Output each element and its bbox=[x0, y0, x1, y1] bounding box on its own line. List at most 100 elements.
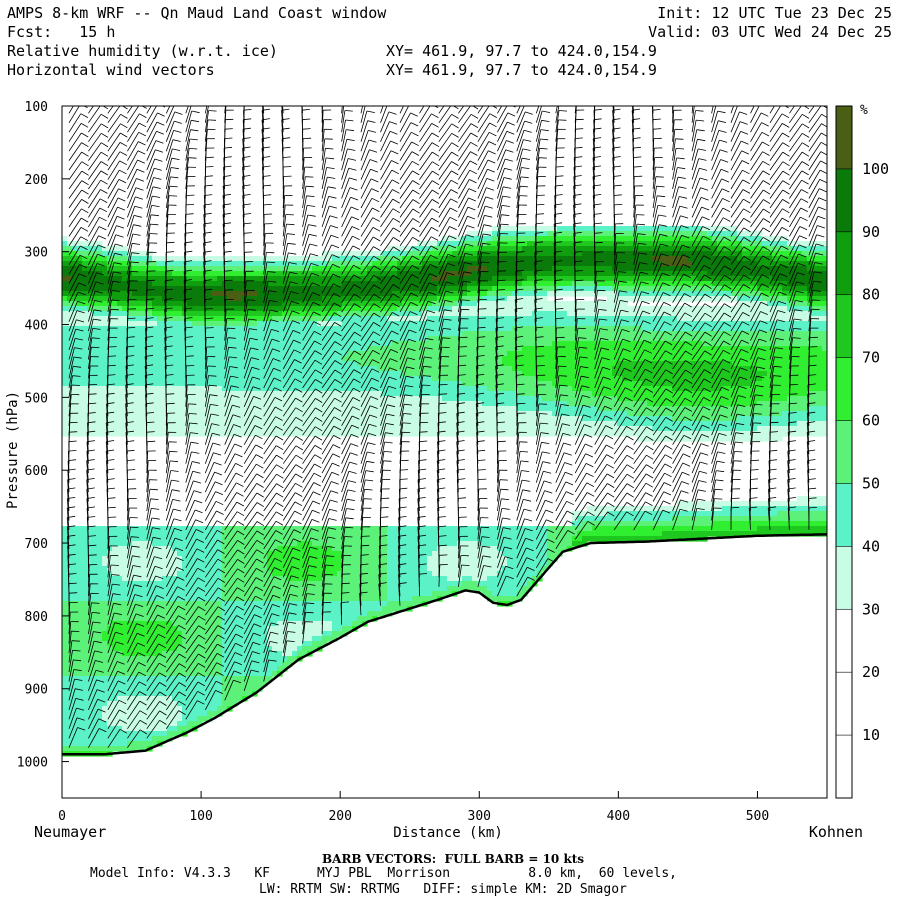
rh-cell bbox=[607, 301, 613, 307]
rh-cell bbox=[362, 331, 368, 337]
rh-cell bbox=[772, 286, 778, 292]
rh-cell bbox=[157, 286, 163, 292]
rh-cell bbox=[392, 271, 398, 277]
rh-cell bbox=[202, 351, 208, 357]
rh-cell bbox=[817, 251, 823, 257]
rh-cell bbox=[312, 286, 318, 292]
rh-cell bbox=[742, 246, 748, 252]
rh-cell bbox=[527, 381, 533, 387]
rh-cell bbox=[132, 401, 138, 407]
rh-cell bbox=[152, 286, 158, 292]
rh-cell bbox=[372, 381, 378, 387]
rh-cell bbox=[562, 321, 568, 327]
rh-cell bbox=[212, 346, 218, 352]
rh-cell bbox=[302, 366, 308, 372]
rh-cell bbox=[187, 271, 193, 277]
rh-cell bbox=[422, 291, 428, 297]
rh-cell bbox=[767, 276, 773, 282]
rh-cell bbox=[822, 271, 827, 277]
rh-cell bbox=[237, 366, 243, 372]
rh-cell bbox=[447, 311, 453, 317]
rh-cell bbox=[587, 371, 593, 377]
rh-cell bbox=[122, 346, 128, 352]
rh-cell bbox=[792, 271, 798, 277]
rh-cell bbox=[312, 306, 318, 312]
rh-cell bbox=[582, 266, 588, 272]
rh-cell bbox=[637, 341, 643, 347]
rh-cell bbox=[152, 266, 158, 272]
rh-cell bbox=[482, 391, 488, 397]
rh-cell bbox=[672, 311, 678, 317]
rh-cell bbox=[467, 256, 473, 262]
rh-cell bbox=[537, 391, 543, 397]
rh-cell bbox=[767, 236, 773, 242]
rh-cell bbox=[747, 351, 753, 357]
rh-cell bbox=[202, 331, 208, 337]
rh-cell bbox=[392, 316, 398, 322]
rh-cell bbox=[777, 256, 783, 262]
rh-cell bbox=[627, 261, 633, 267]
rh-cell bbox=[512, 376, 518, 382]
rh-cell bbox=[397, 286, 403, 292]
rh-cell bbox=[562, 226, 568, 232]
rh-cell bbox=[497, 336, 503, 342]
rh-cell bbox=[167, 291, 173, 297]
rh-cell bbox=[597, 271, 603, 277]
rh-cell bbox=[107, 331, 113, 337]
rh-cell bbox=[352, 401, 358, 407]
rh-cell bbox=[427, 276, 433, 282]
rh-cell bbox=[502, 291, 508, 297]
rh-cell bbox=[802, 346, 808, 352]
rh-cell bbox=[712, 376, 718, 382]
rh-cell bbox=[287, 296, 293, 302]
rh-cell bbox=[602, 391, 608, 397]
rh-cell bbox=[262, 356, 268, 362]
rh-cell bbox=[727, 346, 733, 352]
rh-cell bbox=[752, 261, 758, 267]
rh-cell bbox=[462, 376, 468, 382]
rh-cell bbox=[452, 241, 458, 247]
rh-cell bbox=[222, 386, 228, 392]
rh-cell bbox=[592, 311, 598, 317]
rh-cell bbox=[562, 256, 568, 262]
rh-cell bbox=[772, 341, 778, 347]
rh-cell bbox=[462, 351, 468, 357]
rh-cell bbox=[107, 366, 113, 372]
rh-cell bbox=[447, 301, 453, 307]
rh-cell bbox=[587, 391, 593, 397]
rh-cell bbox=[502, 356, 508, 362]
rh-cell bbox=[412, 356, 418, 362]
rh-cell bbox=[287, 361, 293, 367]
rh-cell bbox=[612, 381, 618, 387]
rh-cell bbox=[367, 391, 373, 397]
rh-cell bbox=[602, 246, 608, 252]
rh-cell bbox=[297, 306, 303, 312]
rh-cell bbox=[72, 316, 78, 322]
rh-cell bbox=[507, 231, 513, 237]
rh-cell bbox=[117, 361, 123, 367]
rh-cell bbox=[532, 231, 538, 237]
rh-cell bbox=[662, 316, 668, 322]
rh-cell bbox=[662, 326, 668, 332]
rh-cell bbox=[497, 326, 503, 332]
rh-cell bbox=[182, 401, 188, 407]
rh-cell bbox=[347, 291, 353, 297]
rh-cell bbox=[537, 226, 543, 232]
rh-cell bbox=[622, 351, 628, 357]
rh-cell bbox=[367, 301, 373, 307]
rh-cell bbox=[257, 361, 263, 367]
rh-cell bbox=[142, 306, 148, 312]
rh-cell bbox=[127, 296, 133, 302]
rh-cell bbox=[142, 371, 148, 377]
rh-cell bbox=[552, 346, 558, 352]
rh-cell bbox=[632, 261, 638, 267]
rh-cell bbox=[772, 256, 778, 262]
rh-cell bbox=[517, 376, 523, 382]
rh-cell bbox=[802, 281, 808, 287]
rh-cell bbox=[462, 326, 468, 332]
rh-cell bbox=[497, 266, 503, 272]
rh-cell bbox=[567, 231, 573, 237]
rh-cell bbox=[737, 301, 743, 307]
rh-cell bbox=[62, 316, 68, 322]
rh-cell bbox=[247, 256, 253, 262]
